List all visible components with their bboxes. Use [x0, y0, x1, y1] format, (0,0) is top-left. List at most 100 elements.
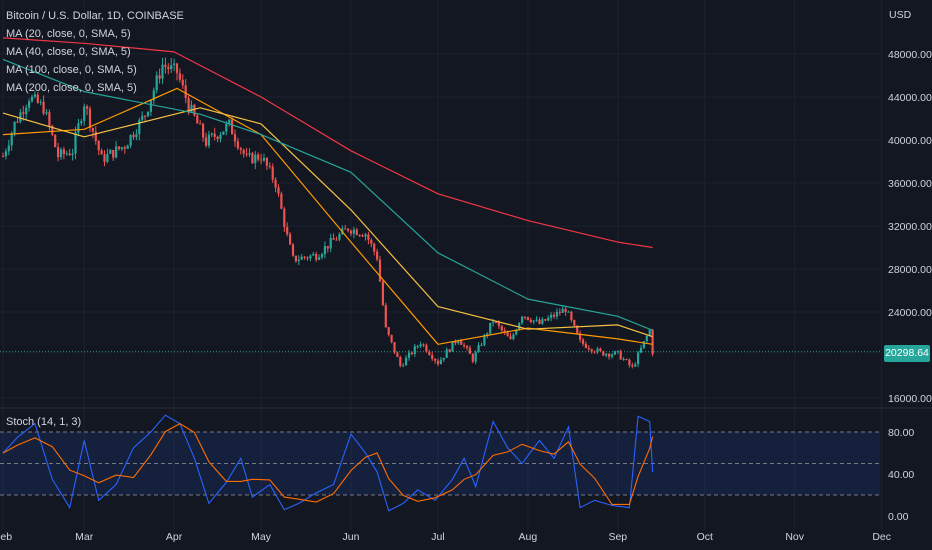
ma20-legend-item[interactable]: MA (20, close, 0, SMA, 5): [6, 28, 131, 40]
candle-body: [407, 352, 411, 358]
candle-body: [384, 305, 387, 328]
stoch-d-line: [2, 422, 654, 505]
candle-body: [541, 319, 544, 324]
candle-body: [222, 131, 225, 135]
last-price-badge: 20298.64: [884, 345, 930, 362]
candle-body: [300, 256, 303, 260]
candle-body: [103, 154, 106, 162]
time-tick-label: Sep: [608, 531, 627, 543]
ma100-legend-item[interactable]: MA (100, close, 0, SMA, 5): [6, 64, 137, 76]
candle-body: [492, 321, 495, 323]
candle-body: [474, 352, 477, 362]
candle-body: [648, 329, 651, 336]
candle-body: [45, 112, 48, 114]
candle-body: [91, 128, 94, 132]
candle-body: [610, 354, 614, 357]
candle-body: [274, 179, 277, 188]
candle-body: [489, 322, 492, 334]
candle-body: [13, 121, 16, 134]
candle-body: [120, 147, 123, 149]
candle-body: [393, 342, 396, 353]
candle-body: [265, 157, 268, 166]
stoch-legend-item[interactable]: Stoch (14, 1, 3): [6, 416, 82, 428]
candle-body: [625, 359, 628, 361]
candle-body: [558, 311, 561, 313]
candle-body: [132, 134, 135, 138]
candle-body: [570, 311, 573, 320]
candle-body: [77, 123, 80, 133]
candle-body: [405, 357, 408, 366]
candle-body: [367, 234, 370, 240]
stoch-k-line: [2, 414, 654, 512]
candle-body: [173, 63, 176, 65]
price-tick-label: 40000.00: [888, 135, 932, 147]
symbol-title[interactable]: Bitcoin / U.S. Dollar, 1D, COINBASE: [6, 10, 184, 22]
time-tick-label: May: [251, 531, 272, 543]
price-tick-label: 48000.00: [888, 49, 932, 61]
candle-body: [561, 308, 564, 313]
candle-body: [199, 123, 202, 125]
candle-body: [335, 239, 338, 241]
price-tick-label: 24000.00: [888, 307, 932, 319]
time-tick-label: Dec: [872, 531, 891, 543]
candle-body: [204, 137, 208, 146]
candle-body: [210, 133, 213, 135]
candle-body: [628, 359, 631, 366]
stoch-band: [0, 432, 880, 495]
candle-body: [86, 106, 89, 109]
candle-body: [555, 311, 558, 317]
candle-body: [178, 73, 181, 80]
candle-body: [254, 154, 257, 164]
candle-body: [547, 317, 550, 321]
candle-body: [251, 153, 254, 164]
candle-body: [500, 325, 503, 331]
candle-body: [167, 66, 170, 70]
ma200-legend-item[interactable]: MA (200, close, 0, SMA, 5): [6, 82, 137, 94]
candle-body: [33, 94, 36, 97]
candle-body: [68, 153, 71, 156]
candle-body: [239, 148, 242, 150]
candle-body: [190, 104, 193, 112]
candle-body: [94, 131, 97, 141]
candle-body: [10, 133, 13, 146]
candle-body: [376, 251, 379, 260]
candle-body: [280, 193, 283, 209]
candle-body: [83, 106, 86, 121]
candle-body: [639, 347, 643, 353]
ma40-legend-item[interactable]: MA (40, close, 0, SMA, 5): [6, 46, 131, 58]
candle-body: [332, 237, 335, 240]
price-axis: 48000.00 44000.00 40000.00 36000.00 32000.00…: [888, 49, 932, 405]
candle-body: [289, 234, 292, 245]
candle-body: [28, 101, 31, 108]
candle-body: [257, 154, 260, 160]
candle-body: [80, 120, 83, 124]
chart-legend: Bitcoin / U.S. Dollar, 1D, COINBASE MA (…: [6, 7, 184, 97]
candle-body: [494, 321, 498, 323]
candle-body: [7, 145, 10, 152]
candle-body: [155, 75, 158, 91]
candle-body: [399, 357, 402, 366]
candle-body: [106, 153, 109, 162]
candle-body: [315, 254, 318, 260]
time-tick-label: Jun: [343, 531, 360, 543]
candle-body: [390, 334, 393, 343]
candle-body: [242, 149, 245, 154]
candle-body: [36, 94, 39, 103]
candle-body: [161, 64, 164, 79]
candle-body: [100, 150, 103, 155]
time-tick-label: Aug: [519, 531, 538, 543]
candle-body: [529, 319, 532, 323]
candle-body: [219, 134, 222, 139]
candle-body: [262, 157, 266, 161]
candle-body: [480, 344, 483, 346]
candle-body: [608, 353, 611, 357]
candle-body: [158, 75, 161, 79]
candle-body: [62, 149, 65, 155]
candle-body: [439, 359, 442, 365]
candle-body: [129, 134, 132, 146]
candle-body: [361, 235, 364, 237]
candle-body: [271, 166, 274, 180]
candle-body: [445, 349, 448, 358]
candle-body: [512, 334, 515, 340]
